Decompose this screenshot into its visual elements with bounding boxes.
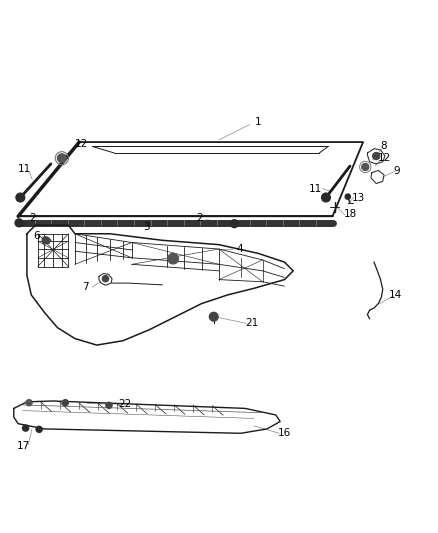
Text: 2: 2 <box>29 214 35 223</box>
Circle shape <box>345 194 350 199</box>
Text: 7: 7 <box>82 282 89 292</box>
Text: 4: 4 <box>237 244 243 254</box>
Circle shape <box>209 312 218 321</box>
Circle shape <box>42 237 49 244</box>
Circle shape <box>106 402 112 408</box>
Text: 13: 13 <box>352 192 365 203</box>
Circle shape <box>15 219 23 227</box>
Circle shape <box>230 220 238 228</box>
Text: 18: 18 <box>343 209 357 219</box>
Text: 14: 14 <box>389 290 403 300</box>
Text: 9: 9 <box>394 166 400 176</box>
Circle shape <box>168 253 178 264</box>
Text: 1: 1 <box>255 117 261 126</box>
Text: 22: 22 <box>119 399 132 409</box>
Text: 11: 11 <box>309 184 322 194</box>
Text: 21: 21 <box>245 318 258 328</box>
Text: 11: 11 <box>18 164 32 174</box>
Circle shape <box>362 164 369 171</box>
Circle shape <box>62 400 68 406</box>
Text: 2: 2 <box>196 214 203 223</box>
Circle shape <box>26 400 32 406</box>
Text: 16: 16 <box>278 429 291 438</box>
Text: 12: 12 <box>75 139 88 149</box>
Text: 17: 17 <box>17 441 30 451</box>
Text: 8: 8 <box>381 141 387 151</box>
Circle shape <box>102 276 109 282</box>
Circle shape <box>321 193 330 202</box>
Text: 3: 3 <box>144 222 150 232</box>
Text: 12: 12 <box>378 153 392 163</box>
Circle shape <box>373 152 380 159</box>
Text: 6: 6 <box>33 231 40 241</box>
Circle shape <box>16 193 25 202</box>
Circle shape <box>36 426 42 432</box>
Circle shape <box>57 154 66 163</box>
Circle shape <box>22 425 28 431</box>
